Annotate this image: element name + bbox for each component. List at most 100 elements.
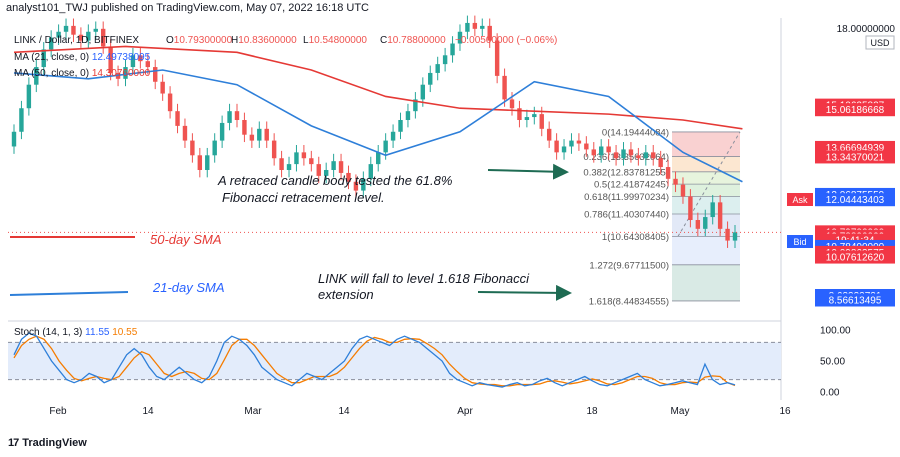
candle — [428, 72, 433, 85]
candle — [598, 146, 604, 156]
ohlc-o: O10.79300000 — [166, 35, 233, 46]
candle — [63, 25, 69, 32]
candle — [732, 232, 738, 241]
candle — [316, 164, 321, 176]
price-tag-label: 10.07612620 — [826, 253, 885, 264]
ohlc-change: −0.00500000 (−0.06%) — [455, 35, 557, 46]
fib-level-label: 0.618(11.99970234) — [584, 192, 669, 203]
ma50-line — [13, 45, 743, 130]
candle — [509, 99, 515, 109]
price-tag — [815, 193, 895, 207]
fib-level-label: 1.618(8.44834555) — [589, 296, 669, 307]
extension-arrow — [477, 284, 572, 301]
candle — [376, 152, 381, 165]
ma21-legend: MA (21, close, 0) 12.49738095 — [14, 52, 151, 63]
candle — [695, 220, 701, 229]
candle — [286, 164, 292, 170]
candle — [398, 120, 403, 132]
candle — [257, 128, 262, 141]
candle — [26, 84, 32, 109]
price-tag-label: 12.04443403 — [826, 195, 885, 206]
retrace-annotation-line1: A retraced candle body tested the 61.8% — [217, 173, 452, 188]
candle — [383, 140, 388, 153]
candle — [190, 140, 195, 156]
time-axis-label: Mar — [244, 406, 262, 417]
fib-zone — [672, 196, 740, 215]
candle — [86, 31, 91, 41]
candle — [48, 37, 54, 50]
candle — [368, 164, 373, 179]
bid-badge — [787, 235, 813, 248]
candle — [234, 111, 240, 120]
candle — [561, 146, 567, 153]
candle — [264, 128, 269, 141]
footer-brand[interactable]: 17 TradingView — [8, 437, 87, 449]
ohlc-l: L10.54800000 — [303, 35, 367, 46]
candle — [145, 61, 151, 68]
fib-zone — [672, 171, 740, 185]
candle — [457, 31, 463, 44]
candle — [584, 143, 589, 150]
footer-brand-label: TradingView — [22, 437, 87, 449]
retrace-annotation-line2: Fibonacci retracement level. — [222, 190, 385, 205]
ma21-line — [13, 69, 743, 183]
candle — [331, 161, 336, 170]
candle — [613, 152, 619, 159]
sma21-legend-line — [9, 291, 129, 296]
candle — [576, 140, 582, 144]
candle — [688, 196, 693, 220]
price-axis[interactable]: 18.00000000 USD 15.1062582715.0618666813… — [787, 24, 895, 307]
price-axis-top-label: 18.00000000 — [837, 24, 896, 35]
candle — [123, 67, 128, 79]
price-tag — [815, 293, 895, 307]
candle — [494, 40, 500, 76]
candle — [405, 111, 411, 120]
price-tag-label: 15.06186668 — [826, 105, 885, 116]
time-axis[interactable]: Feb 14 Mar 14 Apr 18 May 16 — [49, 406, 791, 417]
candle — [717, 202, 723, 229]
fib-level-label: 0.382(12.83781255) — [583, 167, 669, 178]
candle — [197, 155, 203, 170]
time-axis-label: Apr — [457, 406, 473, 417]
candle — [346, 172, 351, 182]
ask-label: Ask — [792, 195, 808, 205]
fib-level-label: 0.5(12.41874245) — [594, 180, 669, 191]
candle — [249, 134, 255, 141]
fall-annotation-line1: LINK will fall to level 1.618 Fibonacci — [318, 271, 530, 286]
sma21-annotation: 21-day SMA — [152, 280, 225, 295]
candle — [390, 131, 396, 141]
fib-zone — [672, 131, 740, 157]
price-tag-label: 13.66694939 — [826, 143, 885, 154]
candle — [636, 155, 641, 159]
candle — [93, 28, 98, 32]
ohlc-h: H10.83600000 — [231, 35, 297, 46]
candle — [673, 178, 678, 185]
candle — [175, 111, 180, 126]
candle — [182, 125, 188, 141]
candle — [651, 152, 656, 159]
price-panel[interactable] — [8, 20, 781, 320]
candlestick-series — [11, 15, 738, 248]
candle — [227, 111, 232, 123]
publish-header: analyst101_TWJ published on TradingView.… — [6, 2, 369, 14]
candle — [219, 122, 225, 141]
candle — [450, 43, 455, 56]
time-axis-label: 14 — [142, 406, 154, 417]
candle — [442, 55, 448, 65]
candle — [554, 140, 559, 153]
ohlc-c: C10.78800000 — [380, 35, 446, 46]
fib-zone — [672, 184, 740, 197]
stoch-band — [8, 342, 781, 380]
candle — [487, 25, 492, 41]
symbol-line: LINK / Dollar, 1D, BITFINEX — [14, 35, 139, 46]
ask-badge — [787, 193, 813, 206]
candle — [19, 108, 24, 132]
candle — [546, 128, 552, 141]
candle — [338, 161, 344, 173]
currency-label: USD — [870, 38, 890, 48]
currency-badge[interactable] — [865, 35, 895, 50]
candle — [56, 31, 61, 38]
candle — [153, 67, 158, 82]
candle — [628, 149, 634, 156]
